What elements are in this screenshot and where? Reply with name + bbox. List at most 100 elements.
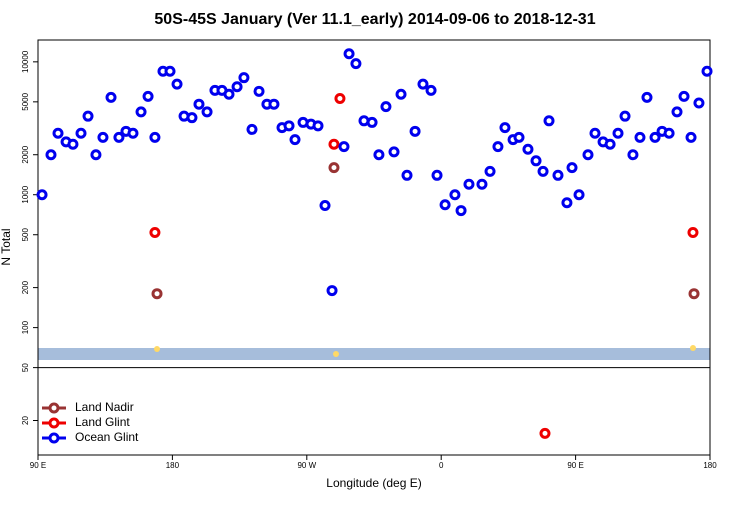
point [113, 131, 125, 143]
point [612, 127, 624, 139]
point [688, 288, 700, 300]
point [455, 205, 467, 217]
point [573, 189, 585, 201]
point [231, 81, 243, 93]
point [171, 78, 183, 90]
legend-label: Ocean Glint [75, 430, 139, 444]
point [151, 288, 163, 300]
point [463, 178, 475, 190]
point [289, 134, 301, 146]
point [326, 285, 338, 297]
point [223, 88, 235, 100]
point [409, 125, 421, 137]
point [350, 58, 362, 70]
point [373, 149, 385, 161]
point [566, 162, 578, 174]
legend-label: Land Glint [75, 415, 130, 429]
point [268, 98, 280, 110]
point [366, 116, 378, 128]
point [687, 226, 699, 238]
plot-frame [37, 39, 711, 456]
point [201, 106, 213, 118]
point [380, 101, 392, 113]
x-tick-label: 180 [703, 461, 717, 470]
point [663, 127, 675, 139]
point [142, 90, 154, 102]
x-tick-label: 180 [166, 461, 180, 470]
point [543, 115, 555, 127]
point [253, 85, 265, 97]
legend-marker [48, 417, 60, 429]
x-tick-label: 90 W [297, 461, 316, 470]
point [246, 123, 258, 135]
point [312, 120, 324, 132]
point [52, 127, 64, 139]
x-tick-label: 90 E [567, 461, 583, 470]
point [338, 141, 350, 153]
y-tick-label: 1000 [21, 185, 30, 203]
point [127, 127, 139, 139]
point [105, 91, 117, 103]
point [328, 138, 340, 150]
point [417, 78, 429, 90]
x-tick-label: 0 [439, 461, 444, 470]
point [627, 149, 639, 161]
point [678, 90, 690, 102]
point [97, 131, 109, 143]
land-marker [154, 346, 160, 352]
point [431, 169, 443, 181]
point [499, 122, 511, 134]
point [537, 165, 549, 177]
point [685, 131, 697, 143]
y-tick-label: 200 [21, 280, 30, 294]
point [90, 149, 102, 161]
legend-label: Land Nadir [75, 400, 134, 414]
y-tick-label: 2000 [21, 145, 30, 163]
point [193, 98, 205, 110]
point [671, 106, 683, 118]
land-marker [690, 345, 696, 351]
legend-marker [48, 432, 60, 444]
y-tick-label: 20 [21, 416, 30, 425]
point [449, 189, 461, 201]
point [552, 169, 564, 181]
point [701, 65, 713, 77]
point [343, 48, 355, 60]
point [283, 120, 295, 132]
point [604, 138, 616, 150]
y-tick-label: 500 [21, 228, 30, 242]
point [513, 131, 525, 143]
point [149, 131, 161, 143]
point [476, 178, 488, 190]
point [619, 110, 631, 122]
point [238, 72, 250, 84]
point [45, 149, 57, 161]
point [539, 427, 551, 439]
y-tick-label: 10000 [21, 50, 30, 73]
point [522, 143, 534, 155]
point [319, 199, 331, 211]
point [401, 169, 413, 181]
point [530, 155, 542, 167]
point [82, 110, 94, 122]
y-axis-label: N Total [0, 228, 13, 265]
point [67, 138, 79, 150]
point [693, 97, 705, 109]
point [75, 127, 87, 139]
point [186, 112, 198, 124]
point [388, 146, 400, 158]
x-tick-label: 90 E [30, 461, 46, 470]
point [164, 65, 176, 77]
y-tick-label: 5000 [21, 92, 30, 110]
point [149, 226, 161, 238]
point [561, 197, 573, 209]
point [439, 199, 451, 211]
y-tick-label: 50 [21, 363, 30, 372]
point [589, 127, 601, 139]
point [334, 92, 346, 104]
chart-title: 50S-45S January (Ver 11.1_early) 2014-09… [154, 11, 595, 28]
point [649, 131, 661, 143]
land-band [38, 348, 710, 360]
point [641, 91, 653, 103]
